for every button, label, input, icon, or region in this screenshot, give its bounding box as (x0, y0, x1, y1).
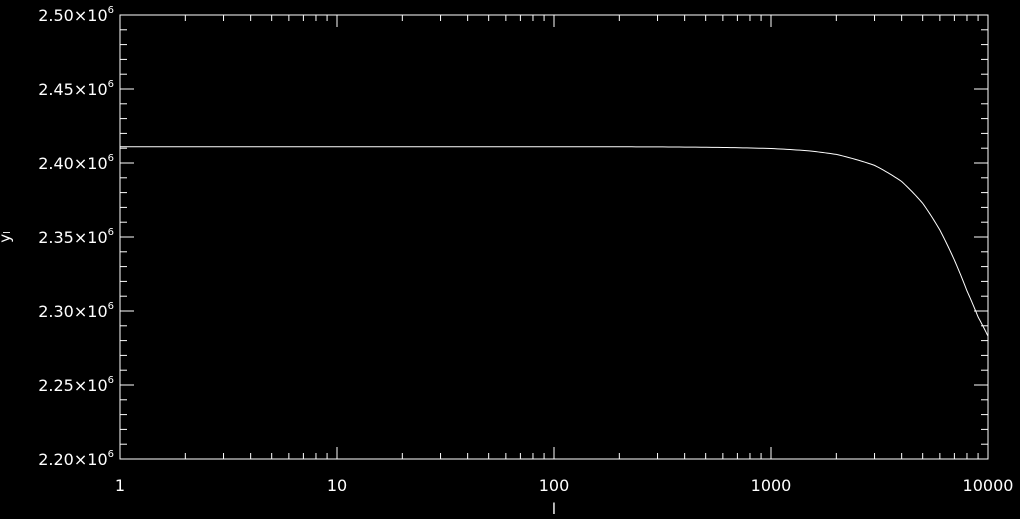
x-tick-label: 10000 (963, 476, 1014, 495)
y-tick-labels: 2.20×106 2.25×106 2.30×106 2.35×106 2.40×106… (38, 5, 114, 469)
y-tick-label: 2.45×106 (38, 79, 114, 99)
x-tick-labels: 1 10 100 1000 10000 (115, 476, 1014, 495)
axis-ticks (119, 14, 989, 460)
y-tick-label: 2.30×106 (38, 301, 114, 321)
y-tick-label: 2.25×106 (38, 375, 114, 395)
y-tick-label: 2.40×106 (38, 153, 114, 173)
y-tick-label: 2.50×106 (38, 5, 114, 25)
series-line (120, 146, 989, 337)
y-tick-label: 2.20×106 (38, 449, 114, 469)
x-tick-label: 1 (115, 476, 125, 495)
y-axis-label: yₗ (0, 231, 14, 242)
x-tick-label: 10 (327, 476, 347, 495)
y-tick-label: 2.35×106 (38, 227, 114, 247)
x-axis-label: l (552, 500, 556, 518)
x-tick-label: 100 (539, 476, 570, 495)
x-tick-label: 1000 (751, 476, 792, 495)
